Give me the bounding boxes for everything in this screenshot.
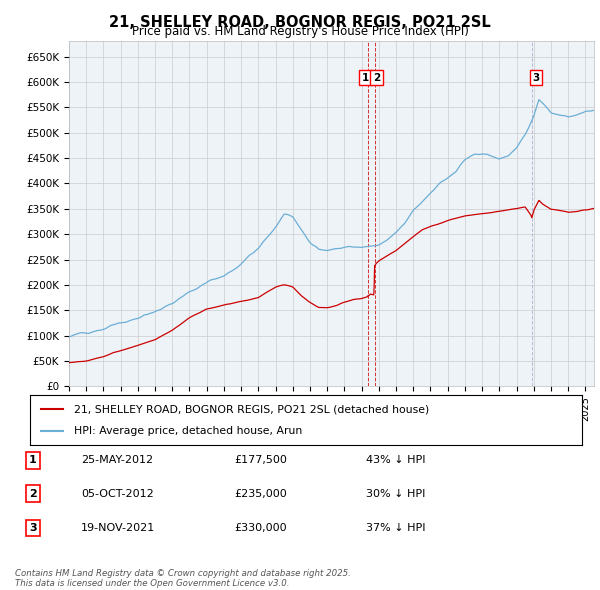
Text: 19-NOV-2021: 19-NOV-2021 bbox=[81, 523, 155, 533]
Text: 2: 2 bbox=[29, 489, 37, 499]
Text: Price paid vs. HM Land Registry's House Price Index (HPI): Price paid vs. HM Land Registry's House … bbox=[131, 25, 469, 38]
Text: 2: 2 bbox=[373, 73, 380, 83]
Text: Contains HM Land Registry data © Crown copyright and database right 2025.
This d: Contains HM Land Registry data © Crown c… bbox=[15, 569, 351, 588]
Text: 3: 3 bbox=[29, 523, 37, 533]
Text: 21, SHELLEY ROAD, BOGNOR REGIS, PO21 2SL (detached house): 21, SHELLEY ROAD, BOGNOR REGIS, PO21 2SL… bbox=[74, 404, 430, 414]
Text: £235,000: £235,000 bbox=[234, 489, 287, 499]
Text: 21, SHELLEY ROAD, BOGNOR REGIS, PO21 2SL: 21, SHELLEY ROAD, BOGNOR REGIS, PO21 2SL bbox=[109, 15, 491, 30]
Text: HPI: Average price, detached house, Arun: HPI: Average price, detached house, Arun bbox=[74, 427, 302, 437]
Text: 3: 3 bbox=[532, 73, 539, 83]
Text: 25-MAY-2012: 25-MAY-2012 bbox=[81, 455, 153, 465]
Text: 05-OCT-2012: 05-OCT-2012 bbox=[81, 489, 154, 499]
Text: 1: 1 bbox=[29, 455, 37, 465]
Text: £330,000: £330,000 bbox=[234, 523, 287, 533]
Text: £177,500: £177,500 bbox=[234, 455, 287, 465]
Text: 30% ↓ HPI: 30% ↓ HPI bbox=[366, 489, 425, 499]
Text: 37% ↓ HPI: 37% ↓ HPI bbox=[366, 523, 425, 533]
Text: 1: 1 bbox=[362, 73, 369, 83]
Text: 43% ↓ HPI: 43% ↓ HPI bbox=[366, 455, 425, 465]
